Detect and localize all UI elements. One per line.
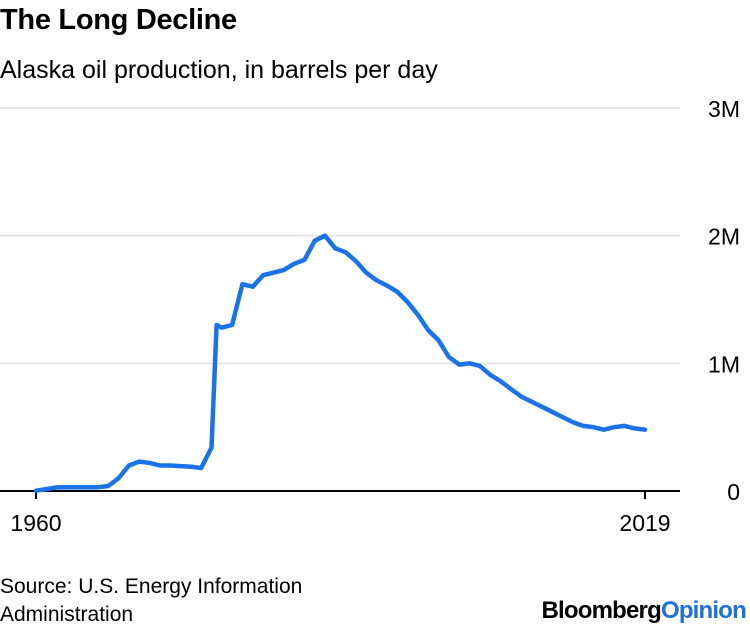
brand-bloomberg: Bloomberg — [541, 597, 661, 624]
y-tick-label: 1M — [708, 351, 740, 377]
y-tick-label: 2M — [708, 224, 740, 250]
x-tick-label: 1960 — [10, 510, 61, 536]
source-note: Source: U.S. Energy Information Administ… — [0, 575, 303, 626]
x-tick-label: 2019 — [619, 510, 670, 536]
y-tick-label: 0 — [727, 479, 740, 505]
production-line — [33, 233, 648, 493]
chart-title: The Long Decline — [0, 4, 237, 36]
y-tick-label: 3M — [708, 96, 740, 122]
brand-opinion: Opinion — [660, 597, 747, 624]
line-chart: 0 1M 2M 3M 1960 2019 — [0, 96, 740, 536]
chart-subtitle: Alaska oil production, in barrels per da… — [0, 56, 438, 84]
brand-logo: BloombergOpinion — [541, 597, 746, 625]
